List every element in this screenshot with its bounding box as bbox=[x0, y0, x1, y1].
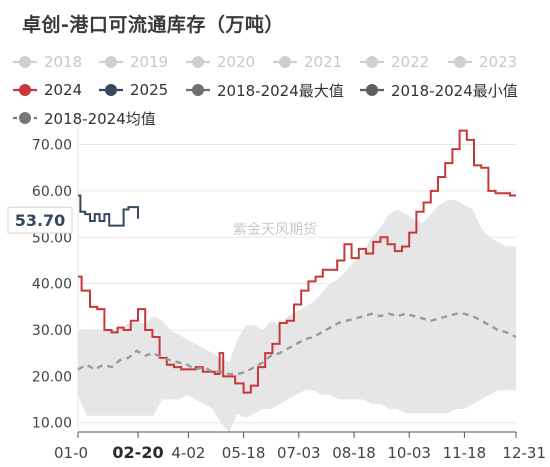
legend-symbol-icon bbox=[360, 56, 384, 68]
y-tick-label: 30.00 bbox=[32, 323, 72, 339]
current-value-box bbox=[7, 206, 73, 234]
series-2024-line bbox=[78, 129, 516, 394]
chart-legend: 2018 2019 2020 2021 2022 2023 2024 2025 2018-202… bbox=[0, 52, 550, 132]
legend-symbol-icon bbox=[448, 56, 472, 68]
legend-symbol-icon bbox=[13, 112, 37, 124]
legend-item-2022[interactable]: 2022 bbox=[359, 52, 429, 72]
x-tick-label: 01-0 bbox=[54, 444, 88, 462]
legend-symbol-icon bbox=[99, 56, 123, 68]
legend-item-2018-2024最小值[interactable]: 2018-2024最小值 bbox=[359, 80, 518, 100]
legend-label: 2019 bbox=[130, 53, 169, 71]
x-tick-label: 05-18 bbox=[222, 444, 266, 462]
x-tick-label: 07-03 bbox=[277, 444, 321, 462]
x-tick-label: 08-18 bbox=[332, 444, 376, 462]
legend-symbol-icon bbox=[99, 84, 123, 96]
legend-item-2023[interactable]: 2023 bbox=[447, 52, 517, 72]
legend-label: 2021 bbox=[304, 53, 343, 71]
legend-symbol-icon bbox=[13, 84, 37, 96]
legend-item-2024[interactable]: 2024 bbox=[12, 80, 82, 100]
x-tick-label: 4-02 bbox=[171, 444, 205, 462]
series-average-line bbox=[77, 312, 517, 376]
x-tick-label: 02-20 bbox=[112, 443, 163, 462]
x-tick-label: 10-03 bbox=[387, 444, 431, 462]
legend-label: 2020 bbox=[217, 53, 256, 71]
series-2025-line bbox=[78, 194, 139, 227]
legend-symbol-icon bbox=[360, 84, 384, 96]
legend-label: 2018-2024均值 bbox=[44, 109, 156, 128]
legend-item-2020[interactable]: 2020 bbox=[185, 52, 255, 72]
y-tick-label: 40.00 bbox=[32, 277, 72, 293]
legend-item-2018[interactable]: 2018 bbox=[12, 52, 82, 72]
legend-item-2019[interactable]: 2019 bbox=[98, 52, 168, 72]
legend-label: 2025 bbox=[130, 81, 169, 99]
x-tick-label: 12-31 bbox=[502, 444, 546, 462]
chart-title: 卓创-港口可流通库存（万吨） bbox=[22, 14, 284, 36]
y-tick-label: 10.00 bbox=[32, 416, 72, 432]
legend-label: 2022 bbox=[391, 53, 430, 71]
y-tick-label: 70.00 bbox=[32, 138, 72, 154]
current-value-label: 53.70 bbox=[15, 211, 66, 230]
legend-label: 2024 bbox=[44, 81, 83, 99]
legend-symbol-icon bbox=[273, 56, 297, 68]
min-max-band bbox=[78, 200, 516, 432]
legend-item-2018-2024最大值[interactable]: 2018-2024最大值 bbox=[185, 80, 344, 100]
legend-item-2021[interactable]: 2021 bbox=[272, 52, 342, 72]
legend-label: 2018-2024最小值 bbox=[391, 81, 518, 100]
legend-label: 2018 bbox=[44, 53, 83, 71]
y-tick-label: 20.00 bbox=[32, 369, 72, 385]
legend-symbol-icon bbox=[186, 56, 210, 68]
y-tick-label: 50.00 bbox=[32, 230, 72, 246]
x-tick-label: 11-18 bbox=[443, 444, 487, 462]
y-tick-label: 60.00 bbox=[32, 184, 72, 200]
legend-symbol-icon bbox=[186, 84, 210, 96]
legend-symbol-icon bbox=[13, 56, 37, 68]
legend-label: 2023 bbox=[479, 53, 518, 71]
watermark-text: 紫金天风期货 bbox=[233, 221, 317, 238]
legend-label: 2018-2024最大值 bbox=[217, 81, 344, 100]
legend-item-2018-2024均值[interactable]: 2018-2024均值 bbox=[12, 108, 156, 128]
legend-item-2025[interactable]: 2025 bbox=[98, 80, 168, 100]
